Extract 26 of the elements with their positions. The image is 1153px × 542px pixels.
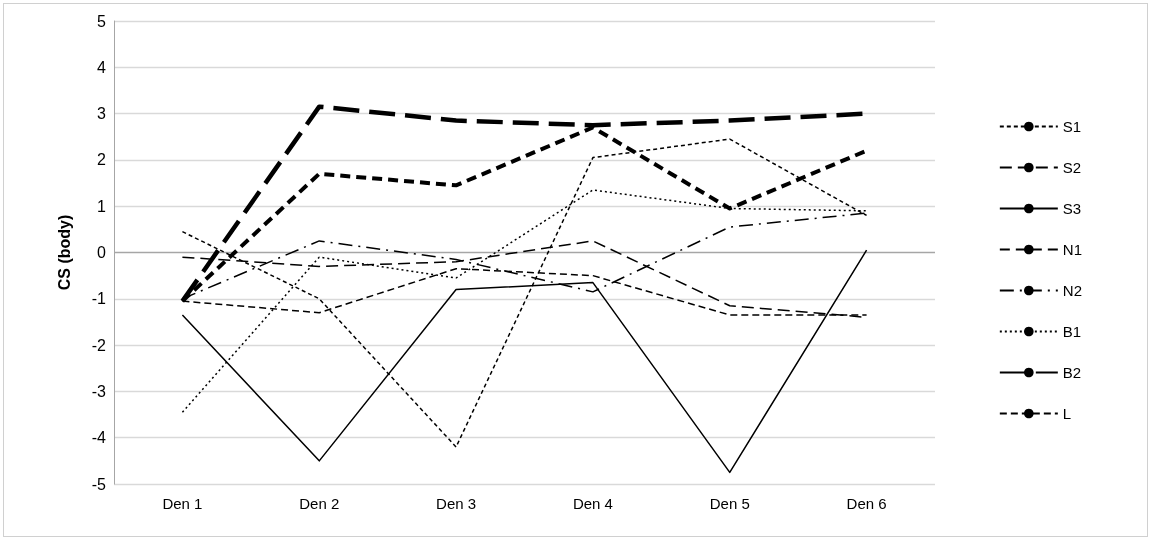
y-tick-label: 0: [97, 244, 107, 261]
y-tick-label: 3: [97, 105, 107, 123]
x-tick-label: Den 6: [846, 495, 887, 512]
x-tick-label: Den 2: [299, 495, 340, 512]
y-tick-label: -2: [91, 336, 107, 354]
y-tick-label: 5: [97, 12, 107, 30]
y-tick-label: 2: [97, 151, 107, 169]
legend-label: S3: [1062, 200, 1082, 217]
x-tick-label: Den 4: [572, 495, 613, 512]
legend-label: S1: [1062, 118, 1082, 135]
y-tick-label: -3: [91, 382, 107, 400]
legend-label: L: [1062, 405, 1072, 422]
y-axis-title: CS (body): [55, 214, 73, 291]
x-tick-label: Den 3: [436, 495, 477, 512]
y-tick-label: -4: [91, 429, 107, 447]
x-tick-label: Den 1: [162, 495, 203, 512]
legend-label: B1: [1062, 323, 1082, 340]
x-tick-label: Den 5: [709, 495, 750, 512]
legend-label: N2: [1062, 282, 1083, 299]
y-tick-label: -5: [91, 475, 107, 493]
y-tick-label: 4: [97, 58, 107, 76]
y-tick-label: 1: [97, 197, 107, 215]
y-tick-label: -1: [91, 290, 107, 308]
legend-label: B2: [1062, 364, 1082, 381]
legend-label: S2: [1062, 159, 1082, 176]
legend-label: N1: [1062, 241, 1083, 258]
